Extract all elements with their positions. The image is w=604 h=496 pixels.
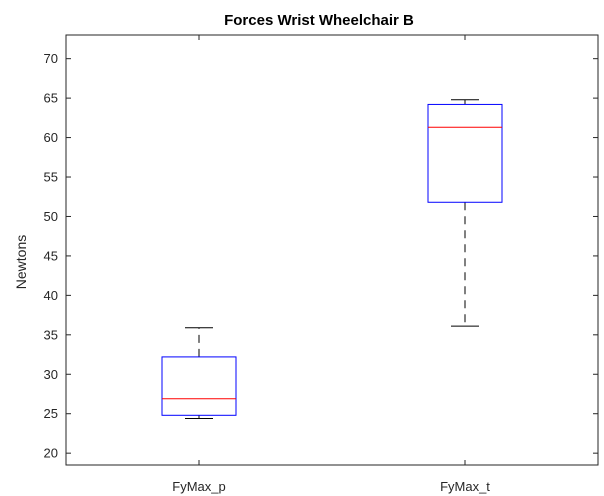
- plot-area-frame: [65, 34, 599, 466]
- x-axis: FyMax_p FyMax_t: [172, 35, 490, 494]
- y-axis-label: Newtons: [13, 235, 29, 289]
- y-axis: 20 25 30 35 40 45 50 55 60 65 70: [44, 51, 598, 461]
- interquartile-box: [161, 356, 237, 416]
- y-tick-label: 40: [44, 288, 58, 303]
- x-tick-label: FyMax_p: [172, 479, 225, 494]
- chart-title: Forces Wrist Wheelchair B: [224, 12, 414, 29]
- y-tick-label: 60: [44, 130, 58, 145]
- y-tick-label: 30: [44, 367, 58, 382]
- box-FyMax_p: [161, 327, 237, 419]
- y-tick-label: 65: [44, 91, 58, 106]
- y-tick-label: 70: [44, 51, 58, 66]
- x-tick-label: FyMax_t: [440, 479, 490, 494]
- box-FyMax_t: [427, 99, 503, 327]
- y-tick-label: 25: [44, 406, 58, 421]
- y-tick-label: 35: [44, 327, 58, 342]
- y-tick-label: 50: [44, 209, 58, 224]
- y-tick-label: 45: [44, 248, 58, 263]
- box-series: [161, 99, 503, 419]
- interquartile-box: [427, 103, 503, 203]
- y-tick-label: 20: [44, 446, 58, 461]
- y-tick-label: 55: [44, 170, 58, 185]
